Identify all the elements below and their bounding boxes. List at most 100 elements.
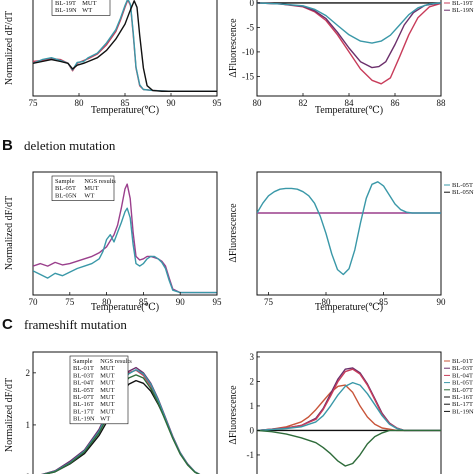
chart-c-left: 0 1 2 Normalized dF/dT Sample NGS results BL-0… xyxy=(4,352,217,474)
legend: BL-19T MUT BL-19N WT xyxy=(52,0,110,15)
series-line-5 xyxy=(257,430,441,466)
y-tick-label: -15 xyxy=(242,71,254,81)
y-axis-label: Normalized dF/dT xyxy=(4,11,15,85)
section-b-header: B deletion mutation xyxy=(2,137,116,154)
section-letter-c: C xyxy=(2,316,13,333)
legend-sample: BL-19T xyxy=(55,0,76,7)
y-tick-label: 1 xyxy=(250,401,255,411)
y-axis-label: ΔFluorescence xyxy=(228,203,239,263)
legend-result: WT xyxy=(82,7,92,14)
series-line-1 xyxy=(257,182,441,275)
legend-entry: BL-19N xyxy=(452,7,474,14)
y-tick-label: 0 xyxy=(250,425,255,435)
x-axis-label: Temperature(℃) xyxy=(315,105,383,116)
x-tick-label: 82 xyxy=(299,98,308,108)
legend-result: MUT xyxy=(84,185,98,192)
legend-sample: Sample xyxy=(73,358,93,365)
legend-entry: BL-04T xyxy=(452,372,473,379)
section-c-header: C frameshift mutation xyxy=(2,316,127,333)
x-tick-label: 80 xyxy=(253,98,263,108)
y-tick-label: -10 xyxy=(242,47,254,57)
x-tick-label: 88 xyxy=(437,98,447,108)
legend: Sample NGS resultsBL-05T MUTBL-05N WT xyxy=(52,176,116,201)
legend-entry: BL-03T xyxy=(452,365,473,372)
legend-result: MUT xyxy=(100,380,114,387)
y-axis-label: ΔFluorescence xyxy=(228,18,239,78)
series-line-1 xyxy=(257,3,441,84)
series-line-2 xyxy=(257,368,441,431)
x-axis-label: Temperature(℃) xyxy=(91,302,159,313)
legend-sample: BL-05N xyxy=(55,192,77,199)
x-axis-label: Temperature(℃) xyxy=(315,302,383,313)
x-tick-label: 70 xyxy=(29,297,39,307)
section-title-c: frameshift mutation xyxy=(24,317,127,332)
chart-panels: 75 80 85 90 95 Temperature(℃) Normalized dF/dT… xyxy=(4,0,474,474)
legend-result: WT xyxy=(84,192,94,199)
y-axis-label: Normalized dF/dT xyxy=(4,378,15,452)
y-tick-label: 3 xyxy=(250,352,255,362)
series-group xyxy=(257,182,441,275)
chart-a-left: 75 80 85 90 95 Temperature(℃) Normalized dF/dT… xyxy=(4,0,222,116)
legend-sample: Sample xyxy=(55,178,75,185)
y-axis-label: ΔFluorescence xyxy=(228,385,239,445)
chart-b-right: 75 80 85 90 Temperature(℃) ΔFluorescence BL-05… xyxy=(228,172,474,313)
x-tick-label: 95 xyxy=(213,297,223,307)
chart-c-right: 3210-1ΔFluorescenceBL-01TBL-03TBL-04TBL-… xyxy=(228,352,474,474)
legend-sample: BL-04T xyxy=(73,380,94,387)
legend-result: MUT xyxy=(100,408,114,415)
legend-result: MUT xyxy=(100,387,114,394)
y-tick-label: 1 xyxy=(26,420,31,430)
chart-a-right: 80 82 84 86 88 0 -5 -10 -15 Temperature(℃) ΔFluore… xyxy=(228,0,474,116)
x-tick-label: 80 xyxy=(75,98,85,108)
legend: BL-01TBL-03TBL-04TBL-05TBL-07TBL-16TBL-1… xyxy=(444,358,474,415)
legend-result: MUT xyxy=(100,365,114,372)
legend-entry: BL-19T xyxy=(452,0,473,7)
legend-entry: BL-17T xyxy=(452,401,473,408)
y-tick-label: -5 xyxy=(247,22,255,32)
section-title-b: deletion mutation xyxy=(24,138,116,153)
legend-result: WT xyxy=(100,416,110,423)
legend-sample: BL-19N xyxy=(55,7,77,14)
legend-sample: BL-16T xyxy=(73,401,94,408)
legend-entry: BL-01T xyxy=(452,358,473,365)
y-tick-label: 2 xyxy=(26,368,31,378)
series-group xyxy=(257,368,441,466)
legend-sample: BL-17T xyxy=(73,408,94,415)
legend-sample: BL-01T xyxy=(73,365,94,372)
y-tick-label: 0 xyxy=(250,0,255,8)
y-tick-label: -1 xyxy=(247,450,255,460)
legend-sample: BL-03T xyxy=(73,372,94,379)
y-tick-label: 2 xyxy=(250,376,255,386)
legend-result: MUT xyxy=(100,372,114,379)
plot-frame xyxy=(257,172,441,295)
series-line-3 xyxy=(257,3,441,43)
series-line-4 xyxy=(257,383,441,431)
series-group xyxy=(257,3,441,84)
legend-entry: BL-05T xyxy=(452,182,473,189)
chart-b-left: 70 75 80 85 90 95 Temperature(℃) Normalized dF/… xyxy=(4,172,222,313)
series-line-3 xyxy=(257,369,441,430)
x-tick-label: 95 xyxy=(213,98,223,108)
section-letter-b: B xyxy=(2,137,13,154)
legend-sample: BL-05T xyxy=(73,387,94,394)
legend-sample: BL-19N xyxy=(73,416,95,423)
x-tick-label: 86 xyxy=(391,98,401,108)
series-line-1 xyxy=(257,385,441,430)
x-tick-label: 75 xyxy=(29,98,39,108)
legend: Sample NGS results BL-01T MUT BL-03T MUT BL-04… xyxy=(70,356,132,424)
x-tick-label: 75 xyxy=(65,297,75,307)
legend-result: MUT xyxy=(100,394,114,401)
y-axis-label: Normalized dF/dT xyxy=(4,196,15,270)
legend-entry: BL-05T xyxy=(452,380,473,387)
legend-result: MUT xyxy=(100,401,114,408)
series-line-1 xyxy=(33,208,217,292)
legend-entry: BL-16T xyxy=(452,394,473,401)
x-tick-label: 90 xyxy=(167,98,177,108)
legend-entry: BL-07T xyxy=(452,387,473,394)
legend-entry: BL-19N xyxy=(452,408,474,415)
x-tick-label: 90 xyxy=(437,297,447,307)
legend-result: MUT xyxy=(82,0,96,7)
